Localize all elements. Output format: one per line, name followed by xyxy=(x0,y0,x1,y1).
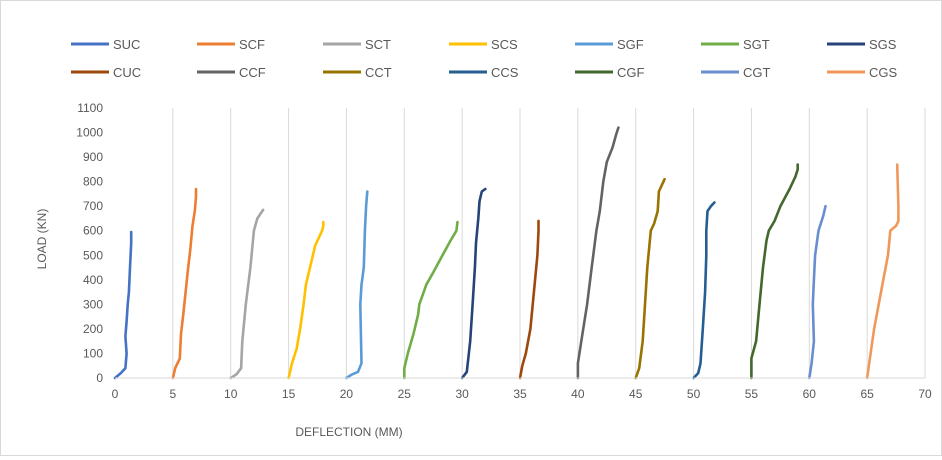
x-tick-5: 5 xyxy=(170,387,177,401)
x-tick-30: 30 xyxy=(455,387,469,401)
x-tick-60: 60 xyxy=(803,387,817,401)
legend-item-sgt: SGT xyxy=(701,37,770,52)
y-axis-label: LOAD (KN) xyxy=(35,209,49,270)
legend-item-suc: SUC xyxy=(71,37,140,52)
series-lines xyxy=(113,126,900,380)
legend: SUC SCF SCT SCS SGF SGT SGS CUC CCF CCT CCS CGF CGT C… xyxy=(71,37,898,80)
y-tick-800: 800 xyxy=(83,175,103,189)
legend-label-cct: CCT xyxy=(365,65,392,80)
gridlines xyxy=(172,108,926,378)
legend-label-sgs: SGS xyxy=(869,37,897,52)
y-tick-700: 700 xyxy=(83,199,103,213)
series-line-scs xyxy=(287,220,325,380)
legend-item-sgf: SGF xyxy=(575,37,644,52)
series-line-cgs xyxy=(865,163,900,380)
series-line-cct xyxy=(634,177,666,380)
series-line-sct xyxy=(229,208,265,380)
series-line-cuc xyxy=(518,219,540,380)
series-line-scf xyxy=(171,187,198,380)
x-tick-70: 70 xyxy=(918,387,932,401)
legend-label-cgs: CGS xyxy=(869,65,898,80)
legend-label-sgt: SGT xyxy=(743,37,770,52)
series-line-suc xyxy=(113,230,133,380)
legend-item-cct: CCT xyxy=(323,65,392,80)
legend-label-scs: SCS xyxy=(491,37,518,52)
legend-label-cuc: CUC xyxy=(113,65,141,80)
x-tick-50: 50 xyxy=(687,387,701,401)
x-tick-40: 40 xyxy=(571,387,585,401)
legend-item-ccs: CCS xyxy=(449,65,519,80)
legend-label-ccf: CCF xyxy=(239,65,266,80)
x-tick-labels: 0 5 10 15 20 25 30 35 40 45 50 55 60 65 70 xyxy=(112,387,932,401)
x-axis-label: DEFLECTION (MM) xyxy=(295,425,402,439)
x-tick-65: 65 xyxy=(860,387,874,401)
x-tick-20: 20 xyxy=(340,387,354,401)
y-tick-300: 300 xyxy=(83,297,103,311)
legend-label-suc: SUC xyxy=(113,37,140,52)
y-tick-500: 500 xyxy=(83,248,103,262)
legend-label-sct: SCT xyxy=(365,37,391,52)
y-tick-400: 400 xyxy=(83,273,103,287)
legend-item-cuc: CUC xyxy=(71,65,141,80)
y-tick-900: 900 xyxy=(83,150,103,164)
y-tick-0: 0 xyxy=(96,371,103,385)
x-tick-35: 35 xyxy=(513,387,527,401)
legend-item-cgt: CGT xyxy=(701,65,771,80)
x-tick-45: 45 xyxy=(629,387,643,401)
series-line-cgt xyxy=(807,204,827,380)
legend-label-sgf: SGF xyxy=(617,37,644,52)
legend-item-sgs: SGS xyxy=(827,37,897,52)
legend-item-cgf: CGF xyxy=(575,65,645,80)
legend-label-scf: SCF xyxy=(239,37,265,52)
legend-item-scs: SCS xyxy=(449,37,518,52)
series-line-ccf xyxy=(576,126,620,380)
legend-item-scf: SCF xyxy=(197,37,265,52)
x-tick-15: 15 xyxy=(282,387,296,401)
legend-label-cgt: CGT xyxy=(743,65,771,80)
y-tick-100: 100 xyxy=(83,346,103,360)
legend-label-ccs: CCS xyxy=(491,65,519,80)
series-line-sgt xyxy=(402,220,459,380)
y-tick-200: 200 xyxy=(83,322,103,336)
x-tick-25: 25 xyxy=(398,387,412,401)
x-tick-55: 55 xyxy=(745,387,759,401)
legend-label-cgf: CGF xyxy=(617,65,645,80)
series-line-cgf xyxy=(750,163,800,380)
series-line-sgs xyxy=(460,187,487,380)
x-tick-0: 0 xyxy=(112,387,119,401)
legend-item-cgs: CGS xyxy=(827,65,898,80)
y-tick-1000: 1000 xyxy=(76,126,103,140)
legend-item-ccf: CCF xyxy=(197,65,266,80)
y-tick-labels: 0 100 200 300 400 500 600 700 800 900 1000 1100 xyxy=(76,101,103,385)
y-tick-600: 600 xyxy=(83,224,103,238)
series-line-sgf xyxy=(345,190,369,380)
series-line-ccs xyxy=(692,201,716,380)
y-tick-1100: 1100 xyxy=(77,101,103,115)
legend-item-sct: SCT xyxy=(323,37,391,52)
x-tick-10: 10 xyxy=(224,387,238,401)
